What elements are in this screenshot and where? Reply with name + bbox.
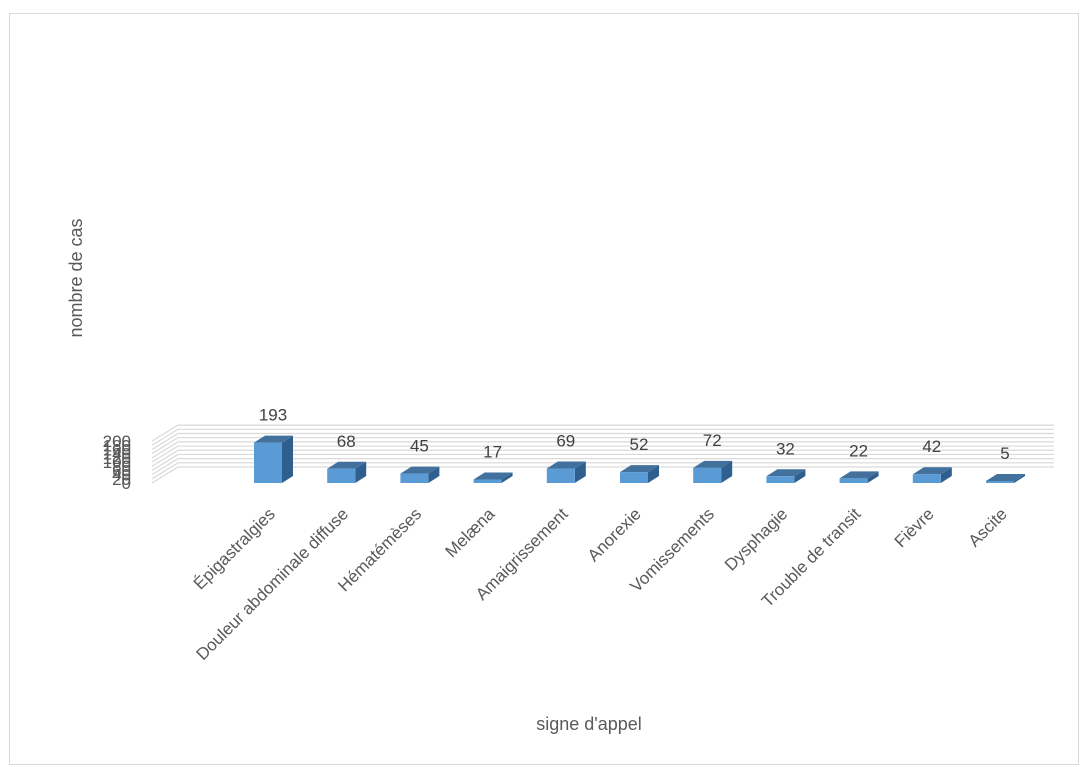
y-tick-label: 160	[103, 440, 131, 459]
chart-frame	[9, 13, 1079, 765]
bar-top	[912, 467, 952, 475]
bar-side	[574, 461, 586, 483]
bar	[839, 471, 879, 483]
y-tick-label: 20	[112, 470, 131, 489]
gridline	[151, 458, 1054, 476]
data-label: 32	[776, 439, 795, 458]
bar	[693, 460, 733, 483]
bar-front	[546, 468, 575, 483]
category-label: Melæna	[442, 504, 499, 561]
x-axis-title: signe d'appel	[536, 714, 642, 734]
category-label: Douleur abdominale diffuse	[192, 504, 352, 664]
bar	[912, 467, 952, 483]
y-tick-label: 40	[112, 466, 131, 485]
data-labels: 193 68 45 17 69 52 72 32 22 42 5	[259, 406, 1010, 463]
y-tick-label: 200	[103, 432, 131, 451]
bar-side	[1014, 474, 1025, 483]
y-tick-label: 120	[103, 449, 131, 468]
category-label: Fièvre	[891, 504, 938, 551]
bars	[254, 435, 1025, 483]
gridline	[151, 428, 1054, 446]
gridline	[151, 453, 1054, 471]
y-tick-label: 60	[112, 461, 131, 480]
bar-front	[693, 467, 722, 483]
data-label: 193	[259, 406, 287, 425]
bar-front	[473, 479, 502, 483]
bar-side	[355, 461, 367, 483]
gridline	[151, 466, 1054, 484]
category-label: Dysphagie	[721, 504, 791, 574]
data-label: 42	[922, 437, 941, 456]
bar-top	[620, 465, 659, 473]
bar	[620, 465, 659, 483]
gridlines	[151, 424, 1054, 484]
bar-front	[327, 468, 356, 483]
data-label: 45	[410, 437, 429, 456]
gridline	[151, 449, 1054, 467]
data-label: 52	[630, 435, 649, 454]
bar-side	[794, 469, 806, 483]
y-tick-label: 100	[103, 453, 131, 472]
bar-top	[327, 461, 367, 469]
gridline	[151, 424, 1054, 442]
bar-front	[254, 442, 282, 483]
y-tick-label: 80	[112, 457, 131, 476]
bar	[327, 461, 367, 483]
bar-front	[986, 481, 1014, 483]
data-label: 22	[849, 441, 868, 460]
bar-top	[986, 474, 1025, 481]
data-label: 17	[483, 442, 502, 461]
bar	[254, 435, 293, 483]
bar	[546, 461, 586, 483]
gridline	[151, 441, 1054, 459]
bar-side	[428, 466, 440, 483]
bar-side	[282, 435, 293, 483]
bar-front	[839, 478, 868, 483]
bar	[766, 469, 806, 483]
bar	[473, 472, 513, 483]
bar-front	[766, 476, 795, 483]
category-label: Anorexie	[584, 504, 645, 565]
y-tick-label: 0	[122, 474, 131, 493]
gridline	[151, 445, 1054, 463]
bar-side	[867, 471, 879, 483]
bar-top	[766, 469, 806, 477]
data-label: 5	[1000, 444, 1009, 463]
category-label: Ascite	[965, 504, 1011, 550]
bar-front	[620, 472, 648, 483]
gridline	[151, 462, 1054, 480]
bar	[986, 474, 1025, 483]
data-label: 72	[703, 431, 722, 450]
y-tick-label: 180	[103, 436, 131, 455]
gridline	[151, 432, 1054, 450]
bar-top	[254, 435, 293, 443]
bar-top	[839, 471, 879, 479]
bar-top	[400, 466, 440, 474]
bar-side	[940, 467, 952, 483]
bar-side	[648, 465, 659, 483]
bar-top	[473, 472, 513, 480]
gridline	[151, 437, 1054, 455]
bar-side	[721, 460, 733, 483]
bar-side	[501, 472, 513, 483]
bar	[400, 466, 440, 483]
y-axis-title: nombre de cas	[66, 218, 86, 337]
y-tick-label: 140	[103, 445, 131, 464]
bar-top	[693, 460, 733, 468]
data-label: 69	[556, 432, 575, 451]
bar-front	[400, 473, 429, 483]
data-label: 68	[337, 432, 356, 451]
bar-front	[912, 474, 941, 483]
bar-top	[546, 461, 586, 469]
